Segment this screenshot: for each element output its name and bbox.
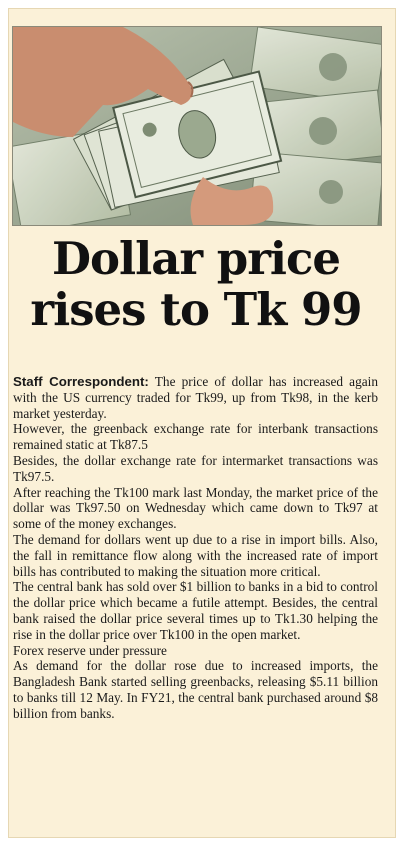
byline: Staff Correspondent: <box>13 374 149 389</box>
headline-line-1: Dollar price <box>51 232 341 285</box>
paragraph-2: However, the greenback exchange rate for… <box>13 421 378 453</box>
paragraph-5: The demand for dollars went up due to a … <box>13 531 378 579</box>
paragraph-4: After reaching the Tk100 mark last Monda… <box>13 484 378 532</box>
headline-line-2: rises to Tk 99 <box>30 283 362 336</box>
headline: Dollar price rises to Tk 99 <box>12 233 380 335</box>
paragraph-1-text: The price of dollar has increased again … <box>13 374 378 421</box>
paragraph-1: Staff Correspondent: The price of dollar… <box>13 374 378 421</box>
paragraph-3: Besides, the dollar exchange rate for in… <box>13 452 378 484</box>
article-body: Staff Correspondent: The price of dollar… <box>13 374 378 722</box>
paragraph-6: The central bank has sold over $1 billio… <box>13 579 378 642</box>
paragraph-7: As demand for the dollar rose due to inc… <box>13 658 378 721</box>
subheading: Forex reserve under pressure <box>13 642 167 658</box>
photo-dollar-bills <box>12 26 382 226</box>
